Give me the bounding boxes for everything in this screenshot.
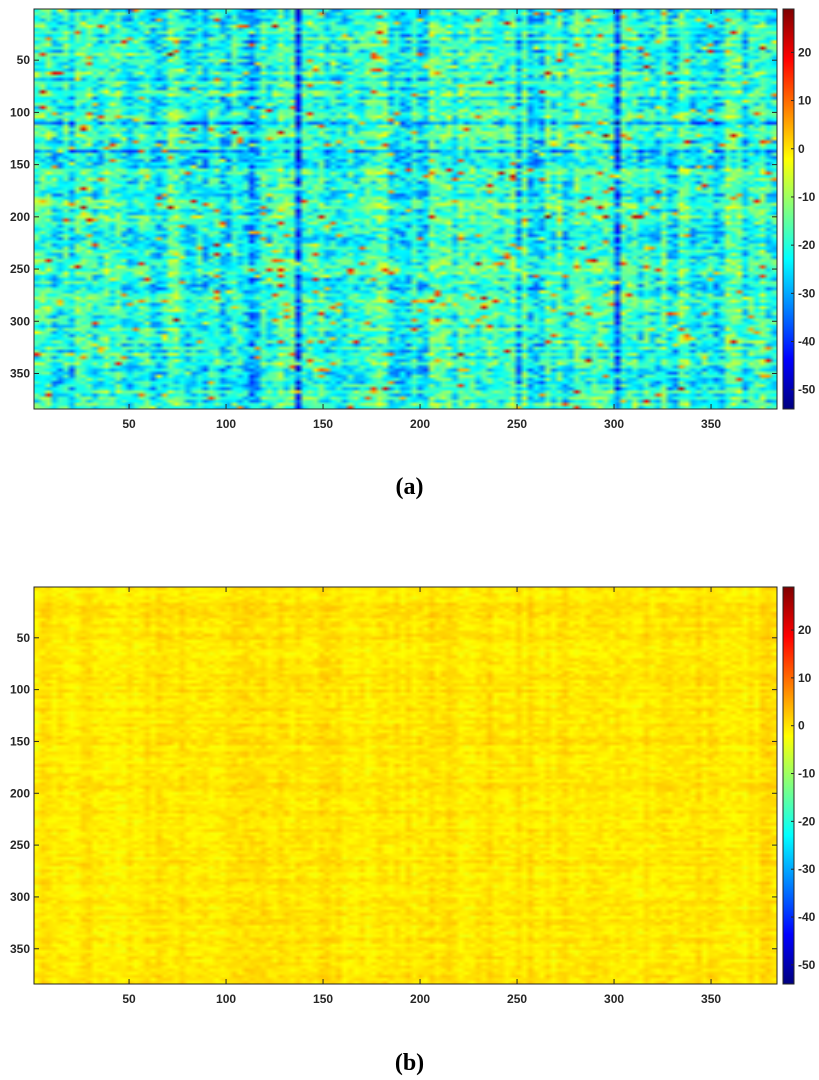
plot-frame [33,586,778,985]
y-tick-label: 150 [10,158,30,172]
y-tick-label: 250 [10,262,30,276]
colorbar-tick-label: 20 [798,45,812,59]
x-tick-label: 250 [507,992,527,1006]
x-tick-label: 200 [410,417,430,431]
x-tick-label: 300 [604,992,624,1006]
colorbar-tick-label: -40 [798,910,816,924]
y-tick-label: 300 [10,890,30,904]
heatmap-image [34,9,777,409]
colorbar-tick-label: -30 [798,862,816,876]
y-tick-label: 100 [10,105,30,119]
y-tick-label: 50 [17,53,31,67]
colorbar [782,8,795,410]
x-tick-label: 150 [313,992,333,1006]
x-tick-label: 100 [216,417,236,431]
colorbar-tick-label: 20 [798,623,812,637]
colorbar-tick-label: -50 [798,958,816,972]
colorbar-tick-label: -10 [798,190,816,204]
colorbar-tick-label: -30 [798,286,816,300]
y-tick-label: 200 [10,786,30,800]
colorbar-tick-label: -40 [798,335,816,349]
colorbar-tick-label: -20 [798,238,816,252]
colorbar [782,586,795,985]
plot-frame [33,8,778,410]
colorbar-tick-label: 0 [798,719,805,733]
x-tick-label: 50 [122,992,136,1006]
y-tick-label: 150 [10,734,30,748]
y-tick-label: 100 [10,683,30,697]
colorbar-tick-label: 0 [798,142,805,156]
x-tick-label: 200 [410,992,430,1006]
y-tick-label: 350 [10,942,30,956]
x-tick-label: 150 [313,417,333,431]
y-tick-label: 300 [10,314,30,328]
x-tick-label: 300 [604,417,624,431]
heatmap-panel-a: 50 100 150 200 250 300 35050100150200250300350… [10,8,816,431]
x-tick-label: 100 [216,992,236,1006]
x-tick-label: 250 [507,417,527,431]
y-tick-label: 250 [10,838,30,852]
heatmap-panel-b: 50 100 150 200 250 300 35050100150200250300350… [10,586,816,1006]
x-tick-label: 350 [701,992,721,1006]
y-tick-label: 350 [10,366,30,380]
colorbar-tick-label: -20 [798,814,816,828]
panel-label-a: (a) [395,474,424,500]
x-tick-label: 350 [701,417,721,431]
colorbar-tick-label: 10 [798,671,812,685]
colorbar-tick-label: 10 [798,94,812,108]
heatmap-image [34,587,777,984]
x-tick-label: 50 [122,417,136,431]
y-tick-label: 50 [17,631,31,645]
colorbar-tick-label: -10 [798,767,816,781]
y-tick-label: 200 [10,210,30,224]
panel-label-b: (b) [394,1050,425,1076]
colorbar-tick-label: -50 [798,383,816,397]
